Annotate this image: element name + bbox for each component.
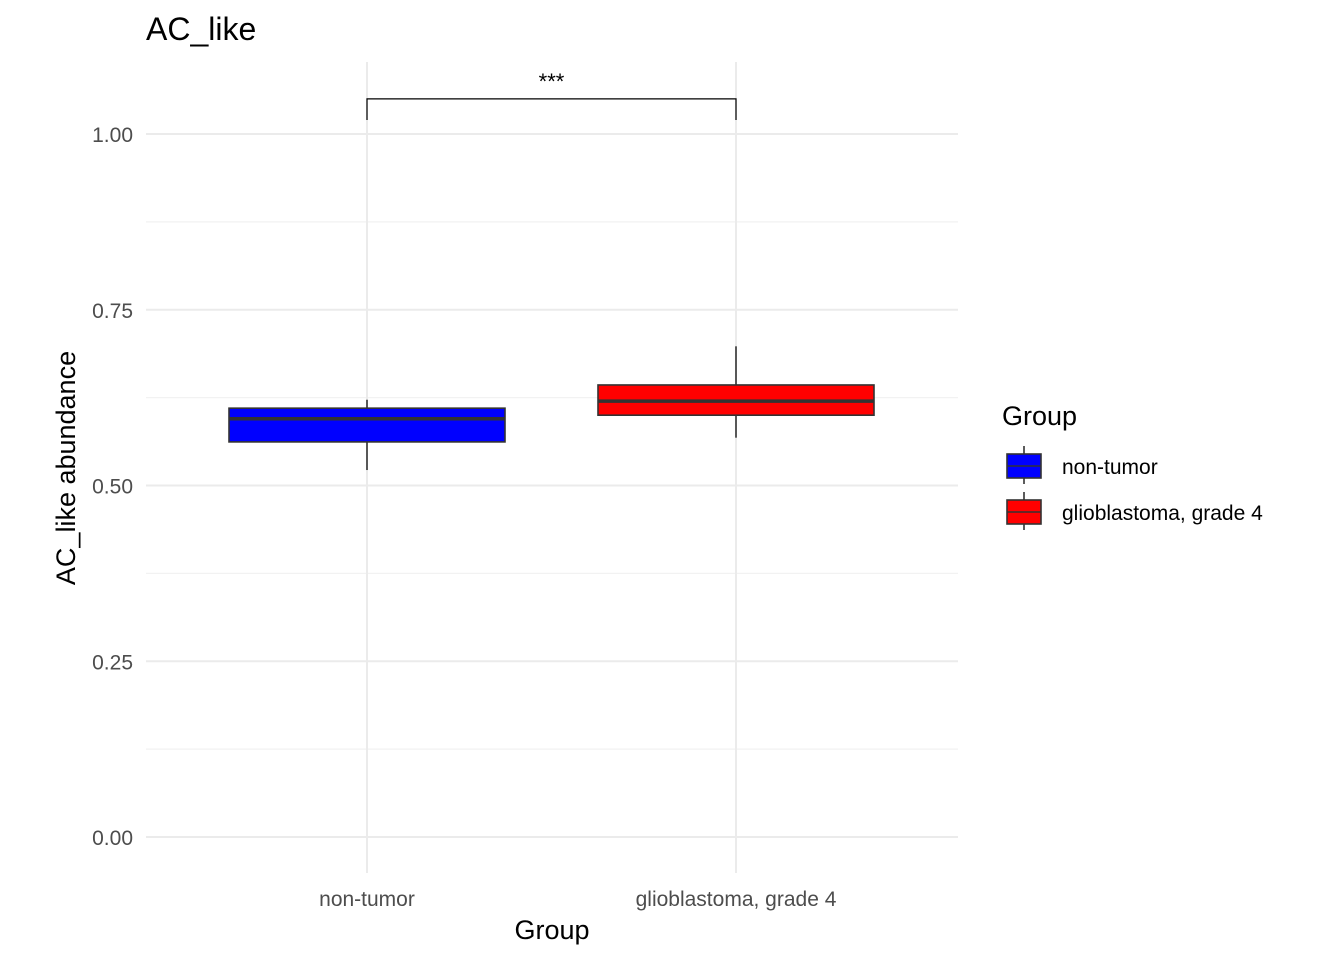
y-tick-label: 0.25 bbox=[92, 651, 133, 674]
x-tick-label: non-tumor bbox=[319, 888, 415, 911]
box-iqr bbox=[228, 407, 506, 443]
box-2 bbox=[597, 346, 875, 438]
significance-bracket: *** bbox=[366, 69, 737, 120]
y-axis-title: AC_like abundance bbox=[51, 351, 81, 585]
y-tick-label: 0.75 bbox=[92, 300, 133, 323]
legend-title: Group bbox=[1002, 401, 1077, 431]
significance-label: *** bbox=[539, 69, 565, 94]
y-tick-label: 1.00 bbox=[92, 124, 133, 147]
y-tick-label: 0.00 bbox=[92, 827, 133, 850]
legend-item: glioblastoma, grade 4 bbox=[1006, 492, 1263, 530]
legend-label: non-tumor bbox=[1062, 456, 1158, 479]
chart-title: AC_like bbox=[146, 11, 256, 47]
x-tick-label: glioblastoma, grade 4 bbox=[636, 888, 837, 911]
legend-label: glioblastoma, grade 4 bbox=[1062, 502, 1263, 525]
box-1 bbox=[228, 399, 506, 471]
y-tick-label: 0.50 bbox=[92, 476, 133, 499]
grid-lines bbox=[146, 62, 958, 873]
y-axis-ticks: 0.00 0.25 0.50 0.75 1.00 bbox=[92, 124, 133, 850]
x-axis-title: Group bbox=[514, 915, 589, 945]
x-axis-ticks: non-tumor glioblastoma, grade 4 bbox=[319, 888, 837, 911]
legend-item: non-tumor bbox=[1006, 446, 1158, 484]
legend: Group non-tumor glioblastoma, grade 4 bbox=[1002, 401, 1263, 530]
bracket-line bbox=[366, 98, 737, 120]
boxes bbox=[228, 346, 875, 471]
